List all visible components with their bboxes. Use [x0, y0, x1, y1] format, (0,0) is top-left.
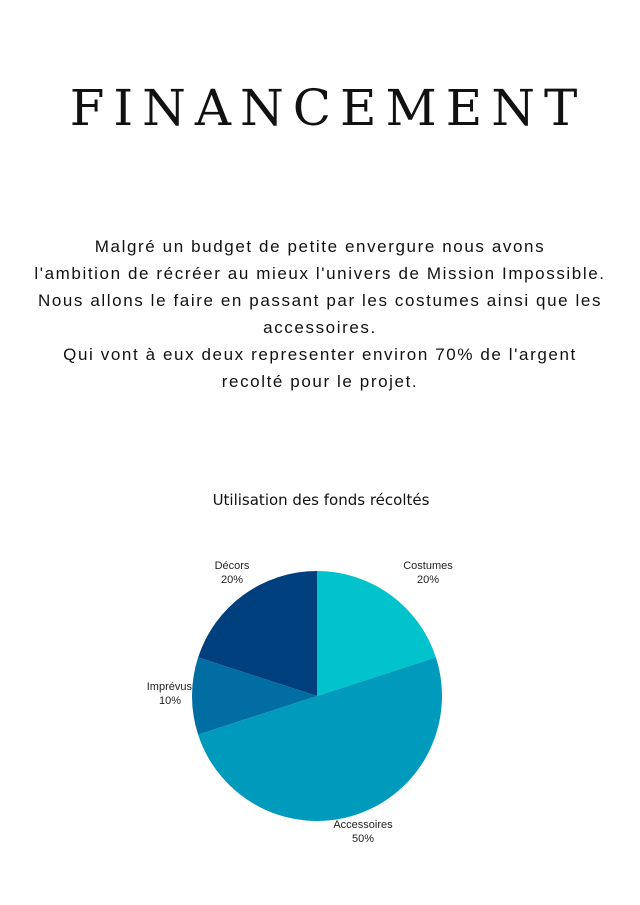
slice-label: Accessoires — [333, 819, 393, 831]
slice-label: Costumes — [403, 560, 453, 572]
pie-slice-costumes — [317, 571, 436, 696]
paragraph-line: Malgré un budget de petite envergure nou… — [94, 237, 546, 256]
intro-paragraph: Malgré un budget de petite envergure nou… — [0, 233, 640, 395]
pie-slice-imprévus — [192, 657, 317, 735]
pie-chart: Utilisation des fonds récoltés Costumes 2… — [147, 491, 454, 845]
slice-percent: 20% — [221, 574, 243, 586]
slice-percent: 20% — [417, 574, 439, 586]
paragraph-line: Nous allons le faire en passant par les … — [37, 291, 603, 310]
paragraph-line: accessoires. — [263, 318, 377, 337]
pie-slice-accessoires — [198, 657, 442, 821]
page-title: FINANCEMENT — [69, 79, 587, 137]
pie-slice-décors — [198, 571, 317, 696]
paragraph-line: recolté pour le projet. — [221, 372, 419, 391]
slice-percent: 10% — [159, 695, 181, 707]
chart-title: Utilisation des fonds récoltés — [213, 491, 430, 509]
slice-label: Imprévus — [147, 681, 193, 693]
slice-percent: 50% — [352, 833, 374, 845]
paragraph-line: l'ambition de récréer au mieux l'univers… — [34, 264, 606, 283]
slice-label: Décors — [215, 560, 250, 572]
paragraph-line: Qui vont à eux deux representer environ … — [63, 345, 577, 364]
